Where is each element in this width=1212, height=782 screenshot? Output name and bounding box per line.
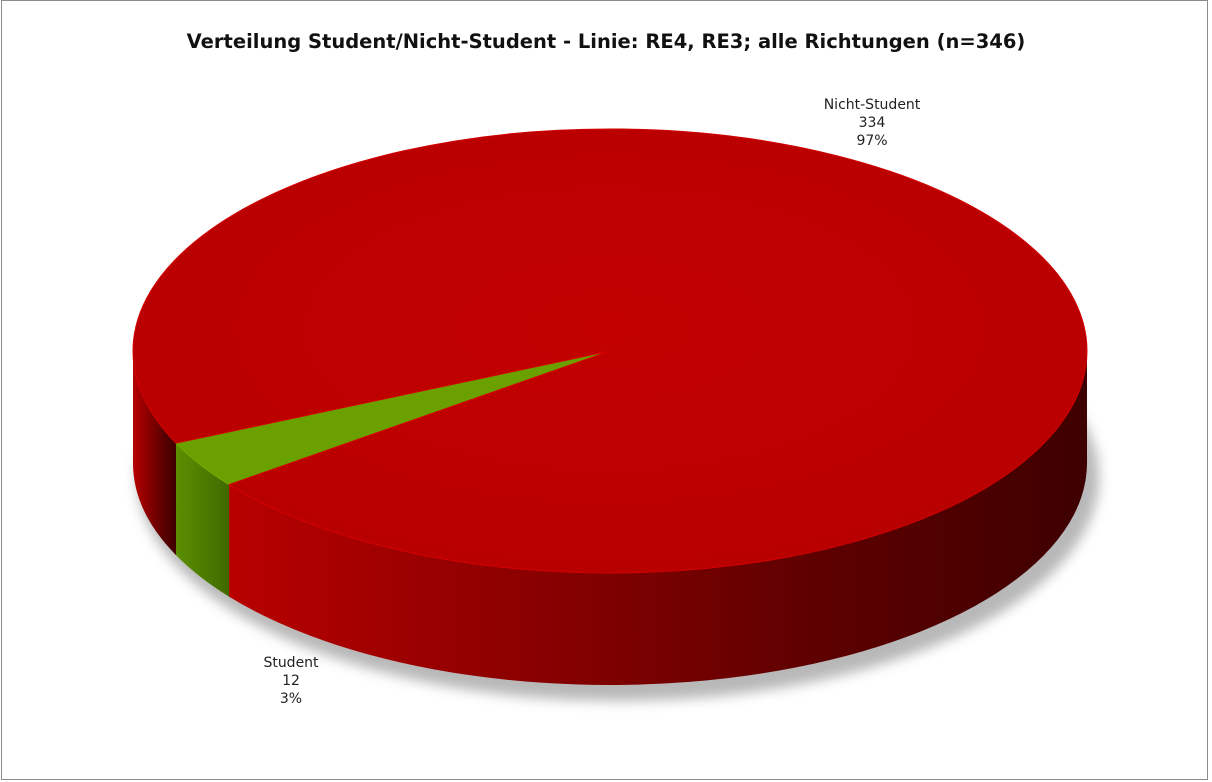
slice-label-name: Student (263, 655, 319, 671)
pie-slice-nicht-student (132, 128, 1088, 574)
data-label-nicht-student: Nicht-Student 334 97% (812, 96, 932, 150)
pie-side-student (175, 443, 230, 597)
slice-label-name: Nicht-Student (823, 97, 921, 113)
slice-label-percent: 97% (856, 133, 888, 149)
data-label-student: Student 12 3% (241, 654, 341, 708)
slice-label-value: 12 (282, 673, 300, 689)
pie-side-nicht-student (133, 351, 176, 556)
slice-label-percent: 3% (279, 691, 303, 707)
slice-label-value: 334 (858, 115, 886, 131)
chart-title: Verteilung Student/Nicht-Student - Linie… (186, 30, 1026, 53)
pie-side-nicht-student (229, 351, 1088, 686)
